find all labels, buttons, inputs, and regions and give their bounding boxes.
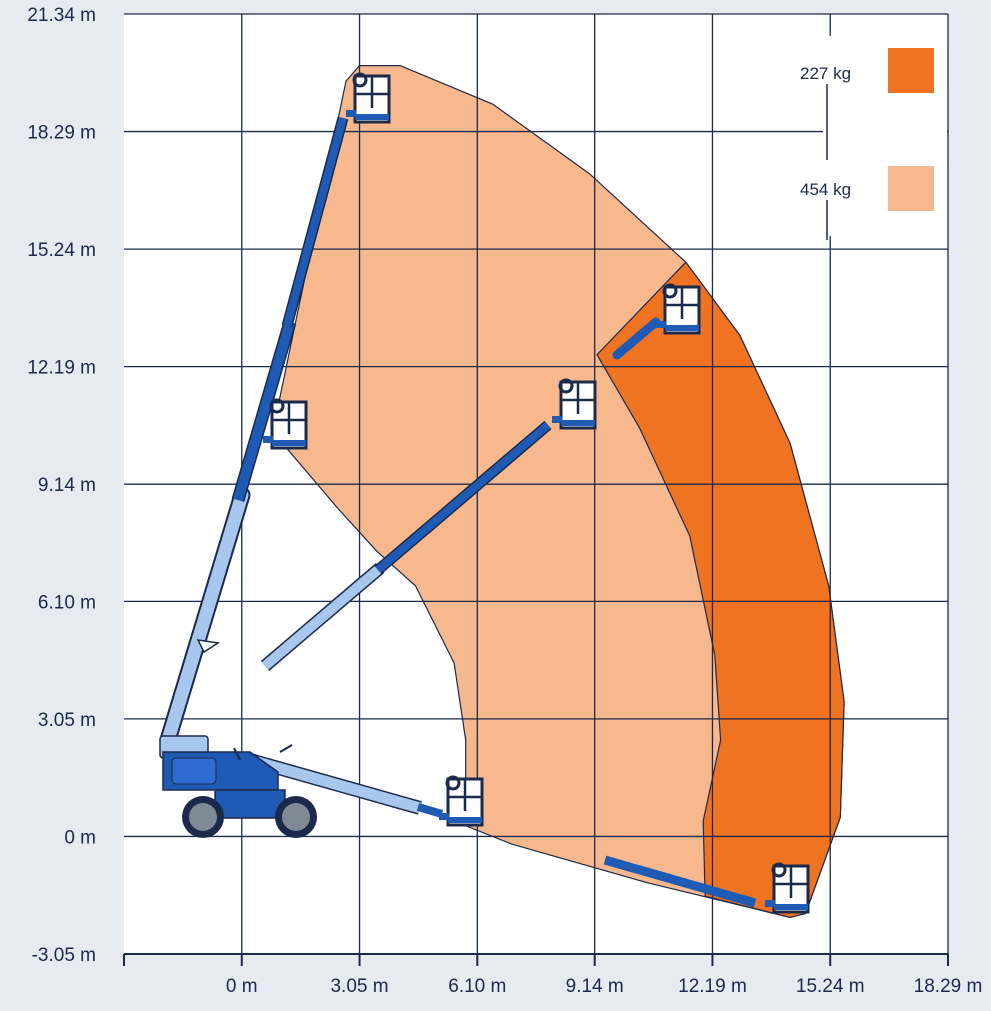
platform-basket-3 xyxy=(656,283,701,335)
y-tick-label: 0 m xyxy=(64,827,96,848)
x-tick-label: 18.29 m xyxy=(914,976,983,997)
legend-label-454: 454 kg xyxy=(800,180,851,199)
x-tick-label: 0 m xyxy=(226,976,258,997)
legend-label-227: 227 kg xyxy=(800,64,851,83)
legend-swatch-227 xyxy=(888,48,934,93)
legend: 227 kg 454 kg xyxy=(800,36,947,240)
y-tick-label: 6.10 m xyxy=(38,592,96,613)
envelope-227kg xyxy=(596,261,845,919)
wheel-left xyxy=(182,796,224,838)
boom-diagonal xyxy=(260,420,552,671)
y-axis-ticks: 21.34 m 18.29 m 15.24 m 12.19 m 9.14 m 6.10 m… xyxy=(27,5,96,966)
boom-below-grade xyxy=(603,855,757,908)
y-tick-label: 21.34 m xyxy=(27,5,96,26)
boom-stub-upper-right xyxy=(612,317,661,360)
y-tick-label: 9.14 m xyxy=(38,475,96,496)
y-tick-label: -3.05 m xyxy=(32,945,96,966)
platform-basket-4 xyxy=(439,775,484,827)
platform-basket-1 xyxy=(263,398,308,450)
x-axis-ticks: 0 m 3.05 m 6.10 m 9.14 m 12.19 m 15.24 m 18.29… xyxy=(123,954,983,997)
platform-basket-5 xyxy=(765,862,810,914)
machine-illustration xyxy=(159,116,757,908)
y-tick-label: 3.05 m xyxy=(38,710,96,731)
platform-basket-2 xyxy=(552,378,597,430)
platform-basket-0 xyxy=(346,72,391,124)
y-tick-label: 18.29 m xyxy=(27,123,96,144)
y-tick-label: 12.19 m xyxy=(27,358,96,379)
x-tick-label: 6.10 m xyxy=(448,976,506,997)
y-tick-label: 15.24 m xyxy=(27,240,96,261)
x-tick-label: 9.14 m xyxy=(566,976,624,997)
boom-horizontal xyxy=(248,753,444,818)
wheel-right xyxy=(275,796,317,838)
x-tick-label: 12.19 m xyxy=(678,976,747,997)
machine-chassis xyxy=(159,735,293,819)
platform-baskets xyxy=(263,72,810,914)
x-tick-label: 15.24 m xyxy=(796,976,865,997)
x-tick-label: 3.05 m xyxy=(330,976,388,997)
boom-vertical xyxy=(159,116,349,749)
legend-swatch-454 xyxy=(888,166,934,211)
